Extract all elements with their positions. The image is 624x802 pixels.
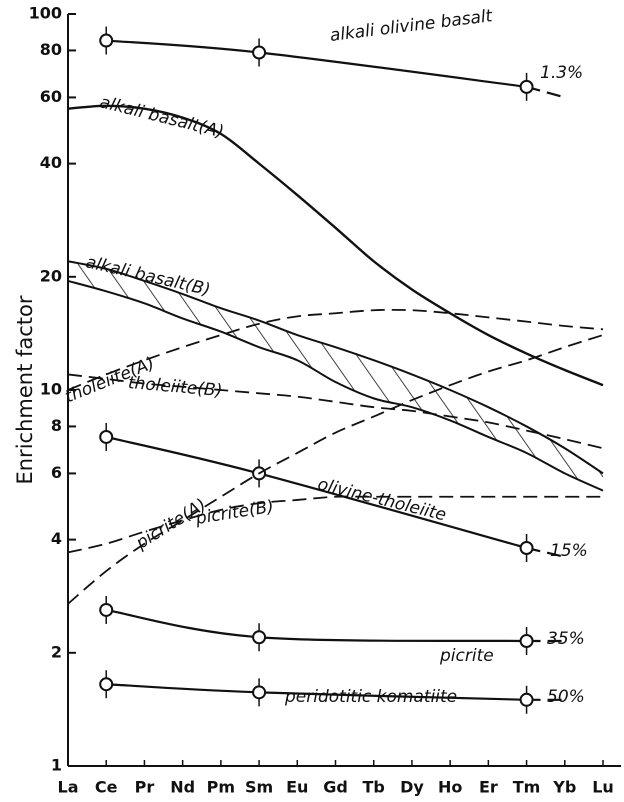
band-lower [67, 279, 604, 492]
y-tick-label: 1 [51, 756, 62, 775]
annotation: 15% [550, 541, 588, 561]
line [67, 495, 603, 554]
y-tick-label: 20 [40, 266, 62, 285]
line [106, 683, 527, 701]
y-tick-label: 4 [51, 529, 62, 548]
x-tick-label: La [58, 778, 79, 797]
x-tick-label: Ce [95, 778, 118, 797]
annotation: 50% [547, 687, 585, 707]
x-tick-label: Gd [323, 778, 348, 797]
series-label: alkali olivine basalt [329, 6, 495, 46]
line [106, 608, 527, 643]
marker [519, 541, 534, 556]
annotation: 35% [547, 629, 585, 649]
marker [99, 429, 114, 444]
x-tick-label: Sm [245, 778, 273, 797]
x-tick-label: Ho [438, 778, 462, 797]
series-label: tholeiite(B) [127, 373, 223, 401]
marker [99, 677, 114, 692]
series-label: picrite(B) [193, 497, 275, 529]
series-label: olivine-tholeiite [316, 474, 449, 525]
marker [519, 79, 534, 94]
y-tick-label: 40 [40, 153, 62, 172]
marker [99, 602, 114, 617]
line [67, 334, 604, 605]
marker [519, 634, 534, 649]
series-label: alkali basalt(A) [98, 92, 226, 142]
line [67, 308, 604, 391]
x-tick-label: Tb [363, 778, 385, 797]
x-tick-label: Pr [135, 778, 155, 797]
series-label: picrite [439, 646, 494, 666]
marker [252, 685, 267, 700]
annotation: 1.3% [540, 63, 583, 83]
line [106, 39, 527, 88]
marker [252, 45, 267, 60]
band-upper [67, 260, 604, 475]
line [67, 104, 604, 387]
y-tick-label: 6 [51, 463, 62, 482]
series-label: peridotitic komatiite [284, 687, 457, 707]
marker [519, 692, 534, 707]
x-tick-label: Tm [513, 778, 541, 797]
y-tick-label: 10 [40, 380, 62, 399]
x-tick-label: Lu [592, 778, 614, 797]
x-tick-label: Er [479, 778, 498, 797]
x-tick-label: Pm [207, 778, 235, 797]
marker [252, 630, 267, 645]
y-tick-label: 60 [40, 87, 62, 106]
line [105, 435, 527, 550]
x-tick-label: Eu [286, 778, 308, 797]
band [68, 261, 603, 491]
y-tick-label: 100 [29, 4, 62, 23]
marker [99, 33, 114, 48]
x-tick-label: Dy [400, 778, 424, 797]
y-tick-label: 80 [40, 40, 62, 59]
y-axis-label: Enrichment factor [13, 295, 37, 484]
x-tick-label: Yb [552, 778, 576, 797]
line [67, 373, 604, 450]
y-tick-label: 2 [51, 642, 62, 661]
y-tick-label: 8 [51, 416, 62, 435]
x-tick-label: Nd [170, 778, 195, 797]
